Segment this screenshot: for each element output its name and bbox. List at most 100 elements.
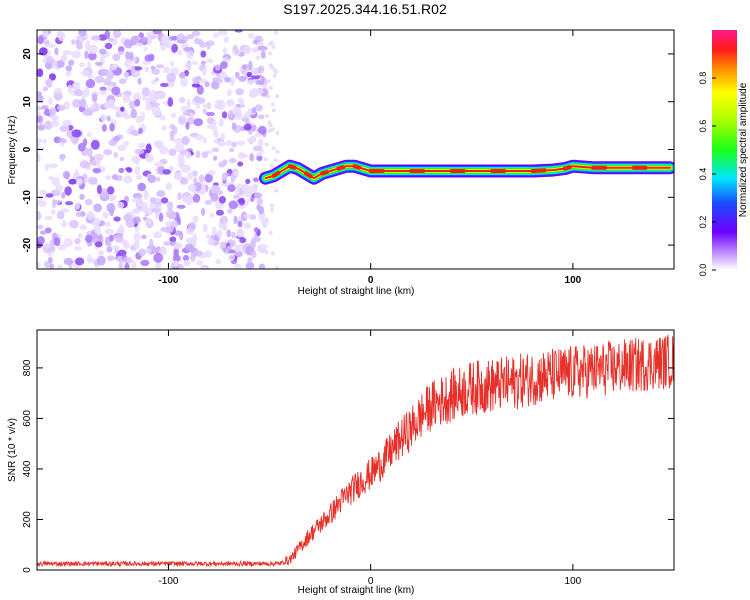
noise-blob <box>148 238 154 249</box>
noise-blob <box>131 155 141 164</box>
noise-blob <box>112 245 120 250</box>
noise-blob <box>270 102 275 107</box>
noise-blob <box>37 115 44 124</box>
noise-blob <box>187 184 197 192</box>
noise-blob <box>145 143 152 154</box>
noise-blob <box>56 264 63 269</box>
noise-blob <box>143 216 147 221</box>
noise-blob <box>65 201 74 206</box>
noise-blob <box>141 36 148 43</box>
noise-blob <box>268 86 273 90</box>
noise-blob <box>99 86 107 91</box>
noise-blob <box>122 113 132 120</box>
noise-blob <box>108 99 115 108</box>
noise-blob <box>220 133 226 141</box>
noise-blob <box>192 76 201 84</box>
noise-blob <box>78 30 87 37</box>
noise-blob <box>199 41 207 48</box>
noise-blob <box>107 186 115 195</box>
noise-blob <box>146 31 156 37</box>
noise-blob <box>186 49 194 60</box>
noise-blob <box>54 47 59 56</box>
noise-blob <box>90 103 97 110</box>
noise-blob <box>129 51 134 61</box>
noise-blob <box>185 121 190 130</box>
noise-blob <box>95 241 103 248</box>
colorbar-tick-label: 0.6 <box>698 120 708 133</box>
noise-blob <box>223 36 229 43</box>
noise-blob <box>75 39 82 49</box>
noise-blob <box>206 42 211 50</box>
noise-blob <box>227 184 236 192</box>
noise-blob <box>186 98 191 109</box>
noise-blob <box>161 125 167 131</box>
noise-blob <box>169 212 177 220</box>
noise-blob <box>67 84 73 94</box>
noise-blob <box>74 238 81 245</box>
noise-blob <box>234 113 244 120</box>
noise-blob <box>147 174 157 184</box>
noise-blob <box>235 186 240 197</box>
noise-blob <box>57 244 67 251</box>
noise-blob <box>269 207 274 212</box>
noise-blob <box>111 86 121 96</box>
noise-blob <box>254 104 263 112</box>
noise-blob <box>61 138 68 144</box>
noise-blob <box>37 111 41 117</box>
noise-blob <box>245 118 250 126</box>
noise-blob <box>107 240 112 247</box>
noise-blob <box>137 77 142 85</box>
snr-x-axis: -100 0 100 <box>158 330 582 587</box>
noise-blob <box>270 65 275 70</box>
noise-blob <box>106 246 113 253</box>
noise-blob <box>123 39 133 49</box>
noise-blob <box>220 61 228 69</box>
noise-blob <box>123 241 130 250</box>
noise-blob <box>176 204 186 209</box>
noise-blob <box>268 123 273 128</box>
noise-blob <box>64 124 70 133</box>
noise-blob <box>50 209 56 216</box>
noise-blob <box>178 263 184 269</box>
noise-blob <box>267 120 272 125</box>
noise-blob <box>37 262 41 268</box>
noise-blob <box>143 189 149 200</box>
noise-blob <box>44 261 50 269</box>
noise-blob <box>145 104 153 111</box>
noise-blob <box>172 125 178 135</box>
noise-blob <box>45 78 53 88</box>
noise-blob <box>159 115 166 121</box>
spectrogram-signal-track <box>259 159 674 185</box>
noise-blob <box>215 259 222 265</box>
noise-blob <box>253 177 259 183</box>
noise-blob <box>243 123 252 131</box>
noise-blob <box>132 208 139 214</box>
noise-blob <box>228 157 237 164</box>
noise-blob <box>75 211 82 217</box>
noise-blob <box>250 239 256 249</box>
noise-blob <box>159 145 169 155</box>
noise-blob <box>73 246 83 251</box>
noise-blob <box>231 231 236 239</box>
noise-blob <box>186 200 192 206</box>
noise-blob <box>266 94 271 99</box>
noise-blob <box>88 44 98 54</box>
noise-blob <box>264 250 269 255</box>
noise-blob <box>144 66 150 73</box>
noise-blob <box>274 188 279 193</box>
noise-blob <box>177 49 182 56</box>
noise-blob <box>254 132 262 138</box>
noise-blob <box>265 113 270 118</box>
noise-blob <box>151 68 161 75</box>
noise-blob <box>237 220 243 228</box>
noise-blob <box>112 53 121 62</box>
noise-blob <box>37 224 44 230</box>
colorbar-tick-label: 0.4 <box>698 168 708 181</box>
noise-blob <box>112 106 120 111</box>
noise-blob <box>43 30 49 38</box>
noise-blob <box>245 178 251 184</box>
noise-blob <box>50 120 60 128</box>
noise-blob <box>82 109 93 116</box>
noise-blob <box>76 178 83 186</box>
